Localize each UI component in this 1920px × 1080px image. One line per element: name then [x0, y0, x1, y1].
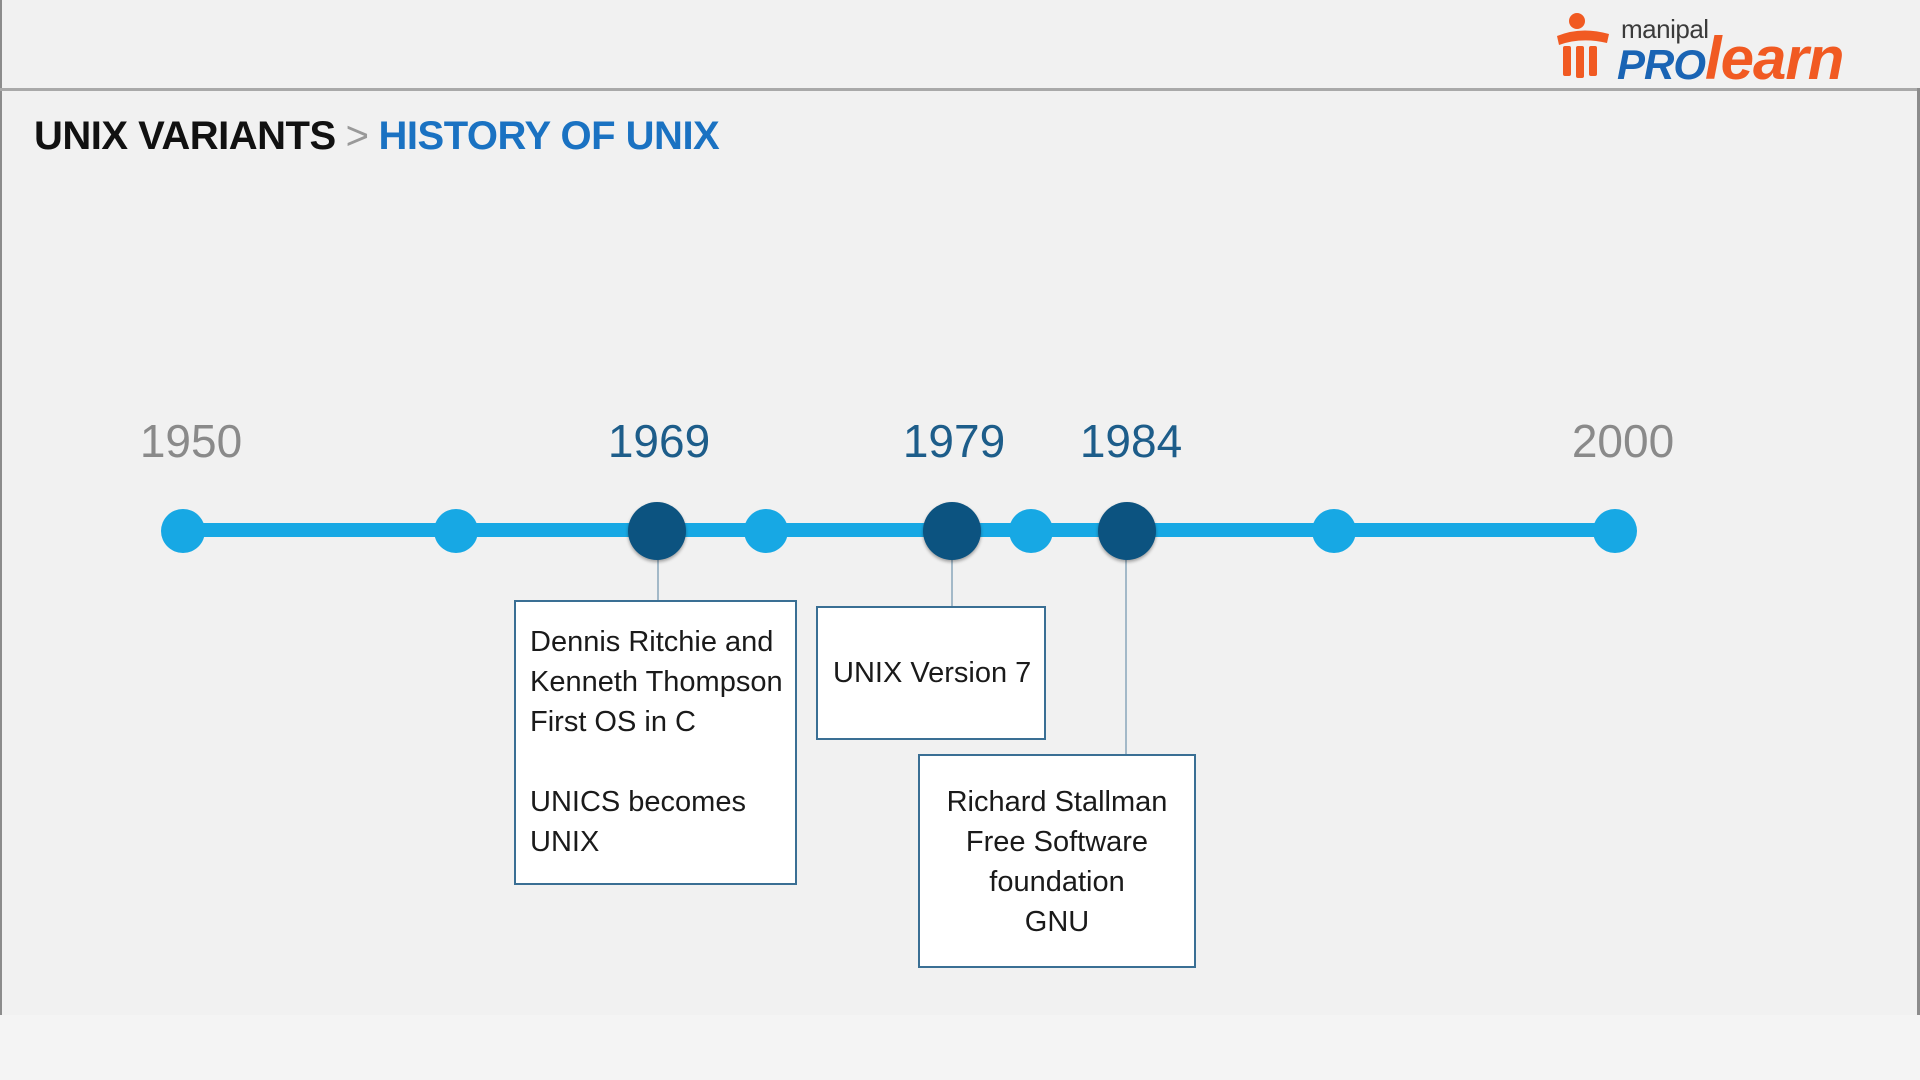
timeline-dot	[744, 509, 788, 553]
timeline-milestone-1979	[923, 502, 981, 560]
callout-1984-line: Richard Stallman	[946, 786, 1168, 818]
header-divider	[0, 88, 1920, 91]
connector-1984	[1125, 555, 1127, 754]
callout-1969-line: First OS in C	[530, 706, 696, 738]
year-label-2000: 2000	[1571, 415, 1675, 467]
callout-1979: UNIX Version 7	[816, 606, 1046, 740]
timeline-milestone-1969	[628, 502, 686, 560]
logo-manipal-text: manipal	[1621, 14, 1709, 44]
breadcrumb-section: UNIX VARIANTS	[34, 114, 336, 158]
breadcrumb-current-page: HISTORY OF UNIX	[378, 114, 720, 158]
logo-pro-text: PRO	[1617, 41, 1706, 88]
connector-1979	[951, 555, 953, 606]
timeline-milestone-1984	[1098, 502, 1156, 560]
year-label-1950: 1950	[139, 415, 243, 467]
logo-wordmark: PROlearn	[1617, 24, 1844, 93]
callout-1979-line: UNIX Version 7	[833, 657, 1032, 689]
callout-1969-line: Kenneth Thompson	[530, 666, 783, 698]
logo-figure-icon	[1557, 13, 1609, 78]
callout-1969: Dennis Ritchie and Kenneth Thompson Firs…	[514, 600, 797, 885]
left-border	[0, 0, 2, 1015]
timeline-track	[183, 523, 1616, 537]
timeline-dot-1950	[161, 509, 205, 553]
timeline-dot-2000	[1593, 509, 1637, 553]
year-label-1984: 1984	[1079, 415, 1183, 467]
callout-1969-line: Dennis Ritchie and	[530, 626, 774, 658]
bottom-band	[0, 1015, 1920, 1080]
callout-1984-line: foundation	[989, 866, 1125, 898]
logo-learn-text: learn	[1705, 25, 1844, 92]
callout-1969-line: UNIX	[530, 826, 600, 858]
timeline-dot	[1312, 509, 1356, 553]
year-label-1969: 1969	[607, 415, 711, 467]
breadcrumb-separator: >	[345, 114, 369, 158]
callout-1984: Richard Stallman Free Software foundatio…	[918, 754, 1196, 968]
right-border	[1917, 88, 1920, 1018]
callout-1984-line: Free Software	[965, 826, 1149, 858]
callout-1984-line: GNU	[1024, 906, 1090, 938]
manipal-prolearn-logo: manipal PROlearn	[1545, 10, 1895, 92]
connector-1969	[657, 555, 659, 600]
breadcrumb: UNIX VARIANTS > HISTORY OF UNIX	[34, 114, 720, 159]
timeline-dot	[434, 509, 478, 553]
callout-1969-line: UNICS becomes	[530, 786, 746, 818]
timeline-dot	[1009, 509, 1053, 553]
year-label-1979: 1979	[902, 415, 1006, 467]
